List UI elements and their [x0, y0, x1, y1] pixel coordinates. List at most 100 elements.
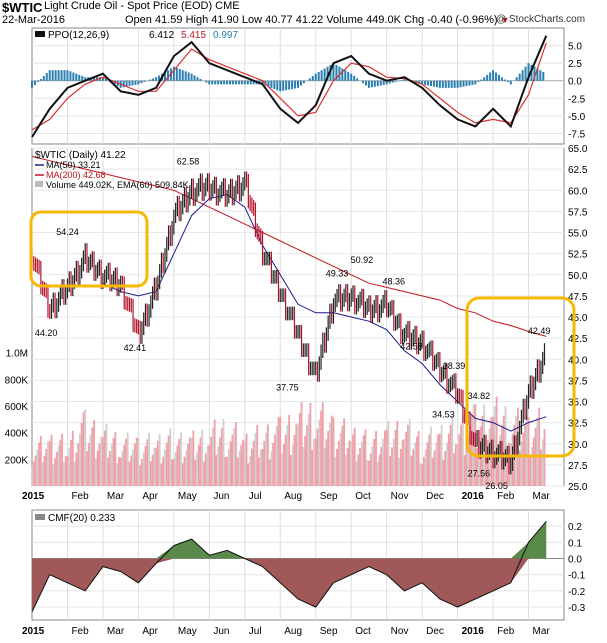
ppo-hist-bar	[382, 80, 385, 85]
volume-y-tick-label: 600K	[5, 402, 29, 413]
ppo-hist-bar	[453, 80, 456, 88]
ppo-hist-bar	[282, 80, 285, 91]
volume-bar	[247, 463, 250, 486]
volume-bar	[144, 446, 147, 486]
volume-bar	[235, 422, 237, 486]
volume-bar	[305, 425, 308, 486]
ppo-hist-bar	[347, 71, 350, 81]
ppo-legend-title: PPO(12,26,9)	[48, 30, 109, 41]
volume-bar	[77, 443, 80, 486]
volume-bar	[172, 459, 175, 486]
x-axis-label: Mar	[533, 491, 551, 502]
volume-bar	[398, 457, 400, 486]
volume-bar	[529, 456, 532, 486]
volume-bar	[309, 402, 312, 486]
ppo-hist-bar	[447, 80, 450, 88]
volume-bar	[449, 424, 452, 486]
ppo-hist-bar	[93, 77, 96, 81]
ppo-legend-signal: 5.415	[181, 30, 206, 41]
volume-bar	[330, 415, 333, 486]
volume-bar	[139, 465, 142, 486]
volume-bar	[405, 431, 408, 486]
volume-bar	[316, 428, 319, 486]
ppo-hist-bar	[527, 63, 530, 81]
ppo-hist-bar	[450, 80, 453, 88]
ppo-hist-bar	[332, 63, 335, 81]
ppo-hist-bar	[152, 78, 155, 81]
volume-y-tick-label: 1.0M	[6, 349, 28, 360]
volume-bar	[213, 419, 216, 486]
volume-bar	[256, 424, 259, 486]
volume-bar	[55, 451, 58, 486]
volume-bar	[392, 438, 395, 486]
ppo-hist-bar	[314, 73, 317, 81]
ppo-hist-bar	[229, 80, 232, 85]
volume-bar	[61, 433, 64, 486]
x-axis-label: Oct	[355, 491, 371, 502]
volume-bar	[135, 437, 138, 486]
ppo-hist-bar	[308, 78, 311, 81]
volume-bar	[148, 432, 150, 486]
volume-bar	[497, 445, 500, 486]
volume-bar	[332, 417, 335, 486]
ppo-hist-bar	[427, 80, 430, 86]
volume-bar	[169, 428, 172, 486]
price-annotation-label: 42.41	[124, 343, 147, 353]
ppo-hist-bar	[326, 66, 329, 81]
ppo-hist-bar	[373, 80, 376, 87]
ppo-hist-bar	[128, 80, 131, 87]
volume-bar	[121, 451, 124, 486]
x-axis-label: Aug	[284, 491, 302, 502]
volume-bar	[93, 419, 95, 486]
chg-label: Chg	[404, 14, 425, 26]
cmf-y-tick-label: -0.2	[568, 587, 586, 598]
volume-bar	[258, 457, 260, 486]
x-axis-label: Jun	[213, 491, 229, 502]
volume-bar	[137, 437, 140, 486]
volume-bar	[123, 444, 126, 486]
ppo-hist-bar	[104, 78, 107, 81]
volume-bar	[307, 414, 310, 486]
volume-bar	[456, 443, 459, 486]
ma200-line	[31, 155, 547, 337]
volume-bar	[495, 396, 498, 486]
ppo-hist-bar	[356, 78, 359, 81]
volume-bar	[378, 454, 381, 486]
price-y-tick-label: 52.5	[568, 250, 588, 261]
volume-bar	[39, 435, 42, 486]
volume-bar	[297, 423, 299, 486]
volume-bar	[208, 445, 211, 486]
price-y-tick-label: 25.0	[568, 482, 588, 493]
volume-bar	[43, 455, 46, 486]
ppo-legend-ppo: 6.412	[149, 30, 174, 41]
volume-bar	[538, 407, 541, 486]
volume-bar	[185, 450, 188, 486]
volume-bar	[231, 434, 234, 486]
volume-bar	[368, 460, 370, 486]
x-axis-label: Jun	[213, 626, 229, 637]
volume-bar	[180, 432, 182, 486]
volume-bar	[506, 452, 509, 486]
volume-bar	[211, 428, 214, 486]
ppo-hist-bar	[231, 80, 234, 85]
volume-bar	[98, 443, 101, 486]
volume-bar	[314, 438, 317, 486]
volume-bar	[142, 452, 145, 486]
ppo-hist-bar	[54, 70, 57, 81]
volume-bar	[206, 445, 209, 486]
volume-bar	[190, 437, 193, 486]
volume-bar	[385, 429, 388, 486]
ppo-hist-bar	[211, 80, 214, 85]
volume-bar	[171, 459, 173, 486]
volume-bar	[119, 457, 122, 486]
volume-bar	[460, 424, 463, 486]
volume-bar	[194, 459, 197, 486]
ppo-signal-line	[31, 42, 547, 131]
x-axis-label: Mar	[107, 626, 125, 637]
price-annotation-label: 50.92	[351, 255, 374, 265]
high-value: 41.90	[211, 14, 239, 26]
price-y-tick-label: 62.5	[568, 165, 588, 176]
volume-bar	[298, 412, 301, 486]
volume-bar	[133, 443, 136, 486]
